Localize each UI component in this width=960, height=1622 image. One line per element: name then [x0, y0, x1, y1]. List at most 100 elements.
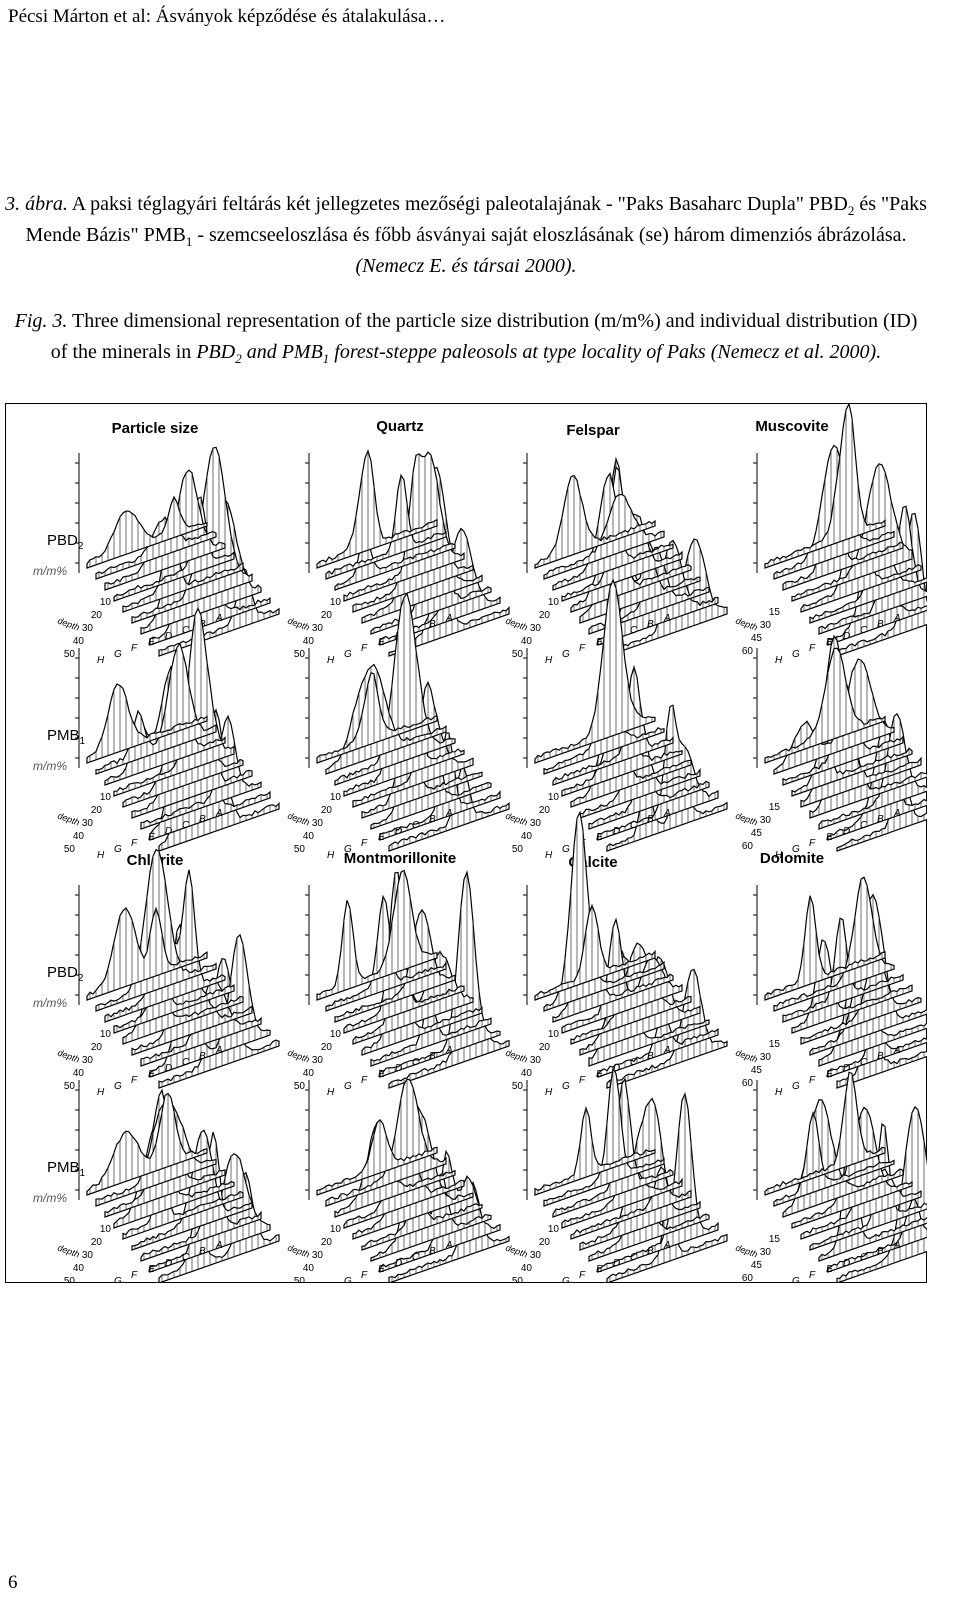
depth-tick-label: 10 [548, 1029, 560, 1040]
ridge-hatch [767, 648, 883, 762]
row-unit: m/m% [33, 759, 67, 773]
ridge-hatch [785, 918, 901, 1021]
depth-tick-label: 20 [539, 610, 551, 621]
size-class-label: H [775, 655, 783, 666]
depth-tick-label: 10 [100, 792, 112, 803]
size-class-label: D [165, 1258, 172, 1269]
ridge [325, 473, 447, 580]
size-class-label: G [792, 844, 800, 855]
size-class-label: F [809, 643, 816, 654]
depth-tick-label: 30 [530, 1250, 542, 1261]
depth-tick-label: 10 [548, 792, 560, 803]
size-class-label: F [809, 838, 816, 849]
ridge [552, 664, 674, 786]
depth-tick-label: 50 [294, 1081, 306, 1092]
size-class-label: B [877, 1051, 884, 1062]
size-class-label: G [562, 844, 570, 855]
depth-tick-label: 40 [521, 831, 533, 842]
size-class-label: B [429, 619, 436, 630]
size-class-label: C [630, 1252, 638, 1263]
row-unit: m/m% [33, 564, 67, 578]
size-class-label: D [613, 1063, 620, 1074]
depth-tick-label: 30 [760, 1247, 772, 1258]
depth-tick-label: 30 [82, 1055, 94, 1066]
ridge [791, 463, 913, 602]
size-class-label: H [545, 850, 553, 861]
depth-tick-label: 40 [521, 1068, 533, 1079]
caption-english: Fig. 3. Three dimensional representation… [4, 306, 928, 368]
size-class-label: F [131, 643, 138, 654]
size-class-label: E [596, 1069, 603, 1080]
size-class-label: G [792, 1081, 800, 1092]
depth-tick-label: 40 [303, 1263, 315, 1274]
ridge [534, 474, 656, 569]
size-class-label: E [148, 637, 155, 648]
size-class-label: C [860, 820, 868, 831]
ridge [131, 1129, 253, 1251]
caption-text: A paksi téglagyári feltárás két jellegze… [67, 193, 848, 215]
panel-title: Dolomite [760, 850, 824, 867]
row-label-name: PMB [47, 727, 80, 744]
size-class-label: G [344, 1276, 352, 1283]
depth-tick-label: 50 [512, 844, 524, 855]
size-class-label: E [826, 1069, 833, 1080]
depth-tick-label: 60 [742, 1078, 754, 1089]
depth-tick-label: 10 [548, 1224, 560, 1235]
depth-tick-label: 20 [321, 1237, 333, 1248]
ridge-hatch [382, 733, 498, 839]
row-label-sub: 2 [78, 973, 84, 984]
size-class-label: F [809, 1075, 816, 1086]
depth-tick-label: 20 [321, 1042, 333, 1053]
row-label-name: PMB [47, 1159, 80, 1176]
ridge [334, 908, 456, 1023]
size-class-label: D [395, 1063, 402, 1074]
size-class-label: H [775, 1282, 783, 1283]
depth-tick-label: 50 [64, 1081, 76, 1092]
size-class-label: A [893, 1240, 901, 1251]
depth-tick-label: 30 [760, 815, 772, 826]
ridge [773, 1110, 895, 1207]
subscript: 2 [847, 203, 855, 218]
size-class-label: H [97, 850, 105, 861]
depth-tick-label: 50 [512, 649, 524, 660]
size-class-label: C [860, 1057, 868, 1068]
ridge-hatch [537, 905, 653, 999]
size-class-label: A [445, 1240, 453, 1251]
ridge [86, 1092, 208, 1196]
size-class-label: H [97, 655, 105, 666]
ridge-hatch [546, 1068, 662, 1205]
size-class-label: C [412, 820, 420, 831]
size-class-label: H [327, 850, 335, 861]
size-class-label: B [647, 814, 654, 825]
row-label-sub: 2 [78, 541, 84, 552]
size-class-label: A [215, 1045, 223, 1056]
ridge-hatch [319, 1119, 435, 1194]
ridge [543, 810, 665, 1012]
ridge [764, 1071, 886, 1196]
size-class-label: G [344, 649, 352, 660]
depth-tick-label: 20 [539, 1042, 551, 1053]
subscript: 2 [235, 351, 242, 366]
size-class-label: E [596, 1264, 603, 1275]
ridge [534, 903, 656, 1001]
size-class-label: G [114, 1276, 122, 1283]
size-class-label: H [327, 1087, 335, 1098]
ridge-hatch [319, 870, 435, 999]
size-class-label: E [378, 1264, 385, 1275]
size-class-label: D [395, 826, 402, 837]
depth-tick-label: 40 [521, 1263, 533, 1274]
ridge [316, 672, 438, 764]
panel-title: Muscovite [755, 418, 828, 435]
depth-tick-label: 40 [73, 831, 85, 842]
caption-text: and PMB [241, 341, 323, 363]
size-class-label: D [395, 1258, 402, 1269]
size-class-label: B [877, 619, 884, 630]
size-class-label: B [647, 619, 654, 630]
size-class-label: C [860, 625, 868, 636]
size-class-label: C [630, 1057, 638, 1068]
size-class-label: C [412, 625, 420, 636]
